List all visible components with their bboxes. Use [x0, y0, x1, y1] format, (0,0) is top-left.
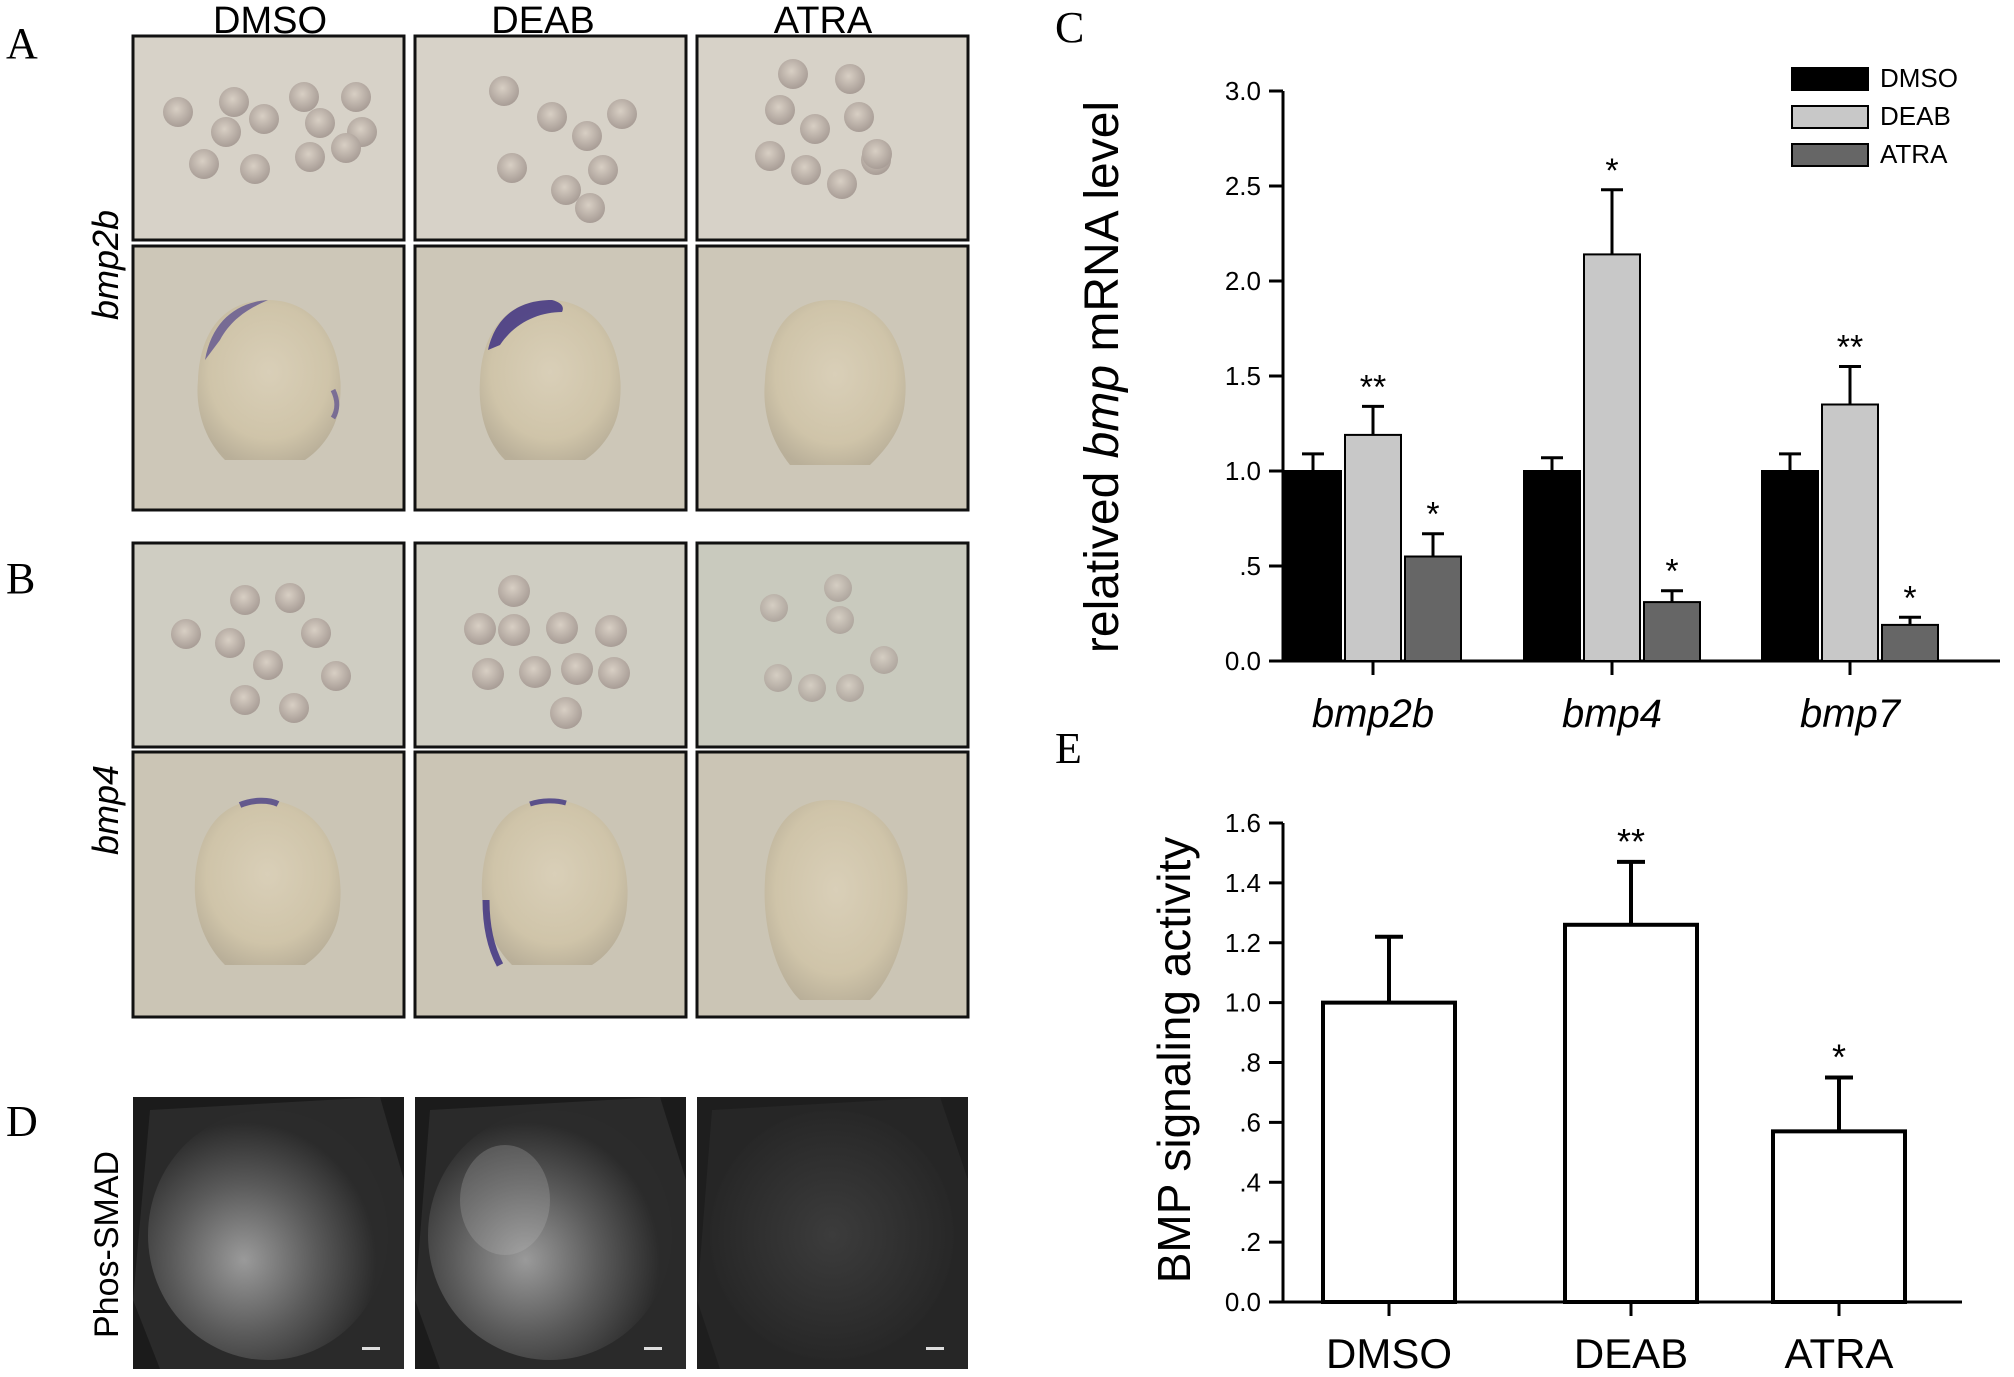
a-cluster-atra — [695, 34, 970, 242]
panel-letter-b: B — [6, 554, 35, 603]
b-cluster-deab — [413, 541, 688, 749]
c-bar — [1583, 253, 1641, 662]
panel-letter-d: D — [6, 1097, 38, 1146]
c-legend-label: DMSO — [1880, 63, 1958, 93]
c-category-label: bmp4 — [1562, 692, 1662, 736]
c-category-label: bmp2b — [1312, 692, 1434, 736]
e-bar — [1563, 922, 1699, 1304]
column-headers: DMSO DEAB ATRA — [213, 0, 873, 42]
c-bar — [1881, 623, 1939, 663]
e-bar — [1771, 1129, 1907, 1304]
e-bar — [1321, 1000, 1457, 1304]
c-y-tick-label: 2.5 — [1225, 171, 1261, 201]
e-y-axis-label: BMP signaling activity — [1148, 837, 1200, 1284]
e-category-label: ATRA — [1785, 1330, 1894, 1377]
e-y-tick-label: 1.2 — [1225, 928, 1261, 958]
e-category-label: DMSO — [1326, 1330, 1452, 1377]
panel-letter-c: C — [1055, 3, 1084, 52]
b-embryo-deab — [413, 750, 688, 1019]
c-y-tick-label: 0.0 — [1225, 646, 1261, 676]
c-bar — [1284, 470, 1342, 662]
b-embryo-atra — [695, 750, 970, 1019]
a-cluster-deab — [413, 34, 688, 242]
c-significance-label: ** — [1360, 368, 1386, 406]
e-category-label: DEAB — [1574, 1330, 1688, 1377]
e-y-tick-label: 1.0 — [1225, 988, 1261, 1018]
c-bar — [1761, 470, 1819, 662]
e-y-tick-label: 1.4 — [1225, 868, 1261, 898]
d-image-deab — [415, 1097, 686, 1369]
stain-label-phos-smad: Phos-SMAD — [88, 1151, 126, 1338]
c-y-tick-label: 2.0 — [1225, 266, 1261, 296]
c-legend-swatch — [1791, 67, 1869, 91]
e-y-tick-label: .6 — [1239, 1107, 1261, 1137]
gene-label-bmp4: bmp4 — [85, 765, 126, 855]
c-significance-label: * — [1605, 152, 1618, 190]
c-significance-label: * — [1903, 579, 1916, 617]
e-y-tick-label: .4 — [1239, 1167, 1261, 1197]
e-y-tick-label: 0.0 — [1225, 1287, 1261, 1317]
c-y-tick-label: 1.0 — [1225, 456, 1261, 486]
c-bar — [1344, 433, 1402, 662]
e-y-tick-label: .8 — [1239, 1048, 1261, 1078]
c-y-tick-label: .5 — [1239, 551, 1261, 581]
c-legend-swatch — [1791, 143, 1869, 167]
c-bar — [1404, 555, 1462, 662]
gene-label-bmp2b: bmp2b — [85, 210, 126, 320]
e-y-tick-label: 1.6 — [1225, 808, 1261, 838]
c-significance-label: * — [1665, 553, 1678, 591]
c-legend-label: DEAB — [1880, 101, 1951, 131]
d-image-atra — [697, 1097, 968, 1369]
c-bar — [1643, 601, 1701, 662]
a-embryo-atra — [695, 244, 970, 512]
c-bar — [1821, 403, 1879, 662]
c-significance-label: * — [1426, 496, 1439, 534]
b-cluster-atra — [695, 541, 970, 749]
c-y-tick-label: 3.0 — [1225, 76, 1261, 106]
c-legend-swatch — [1791, 105, 1869, 129]
c-legend-label: ATRA — [1880, 139, 1948, 169]
e-significance-label: * — [1832, 1036, 1846, 1077]
b-cluster-dmso — [131, 541, 406, 749]
chart-c: 0.0 .5 1.0 1.5 2.0 2.5 3.0 relatived bmp mRNA l… — [1076, 63, 2000, 736]
e-significance-label: ** — [1617, 821, 1645, 862]
c-bar — [1523, 470, 1581, 662]
panel-letter-a: A — [6, 19, 38, 68]
panel-letter-e: E — [1055, 724, 1082, 773]
d-image-dmso — [133, 1097, 404, 1369]
c-y-tick-label: 1.5 — [1225, 361, 1261, 391]
b-embryo-dmso — [131, 750, 406, 1019]
a-cluster-dmso — [131, 34, 406, 242]
e-y-tick-label: .2 — [1239, 1227, 1261, 1257]
chart-e: 0.0 .2 .4 .6 .8 1.0 1.2 1.4 1.6 BMP signaling act… — [1148, 808, 1962, 1377]
c-y-axis-label: relatived bmp mRNA level — [1076, 101, 1129, 653]
a-embryo-deab — [413, 244, 688, 512]
a-embryo-dmso — [131, 244, 406, 512]
c-category-label: bmp7 — [1800, 692, 1902, 736]
c-significance-label: ** — [1837, 329, 1863, 367]
